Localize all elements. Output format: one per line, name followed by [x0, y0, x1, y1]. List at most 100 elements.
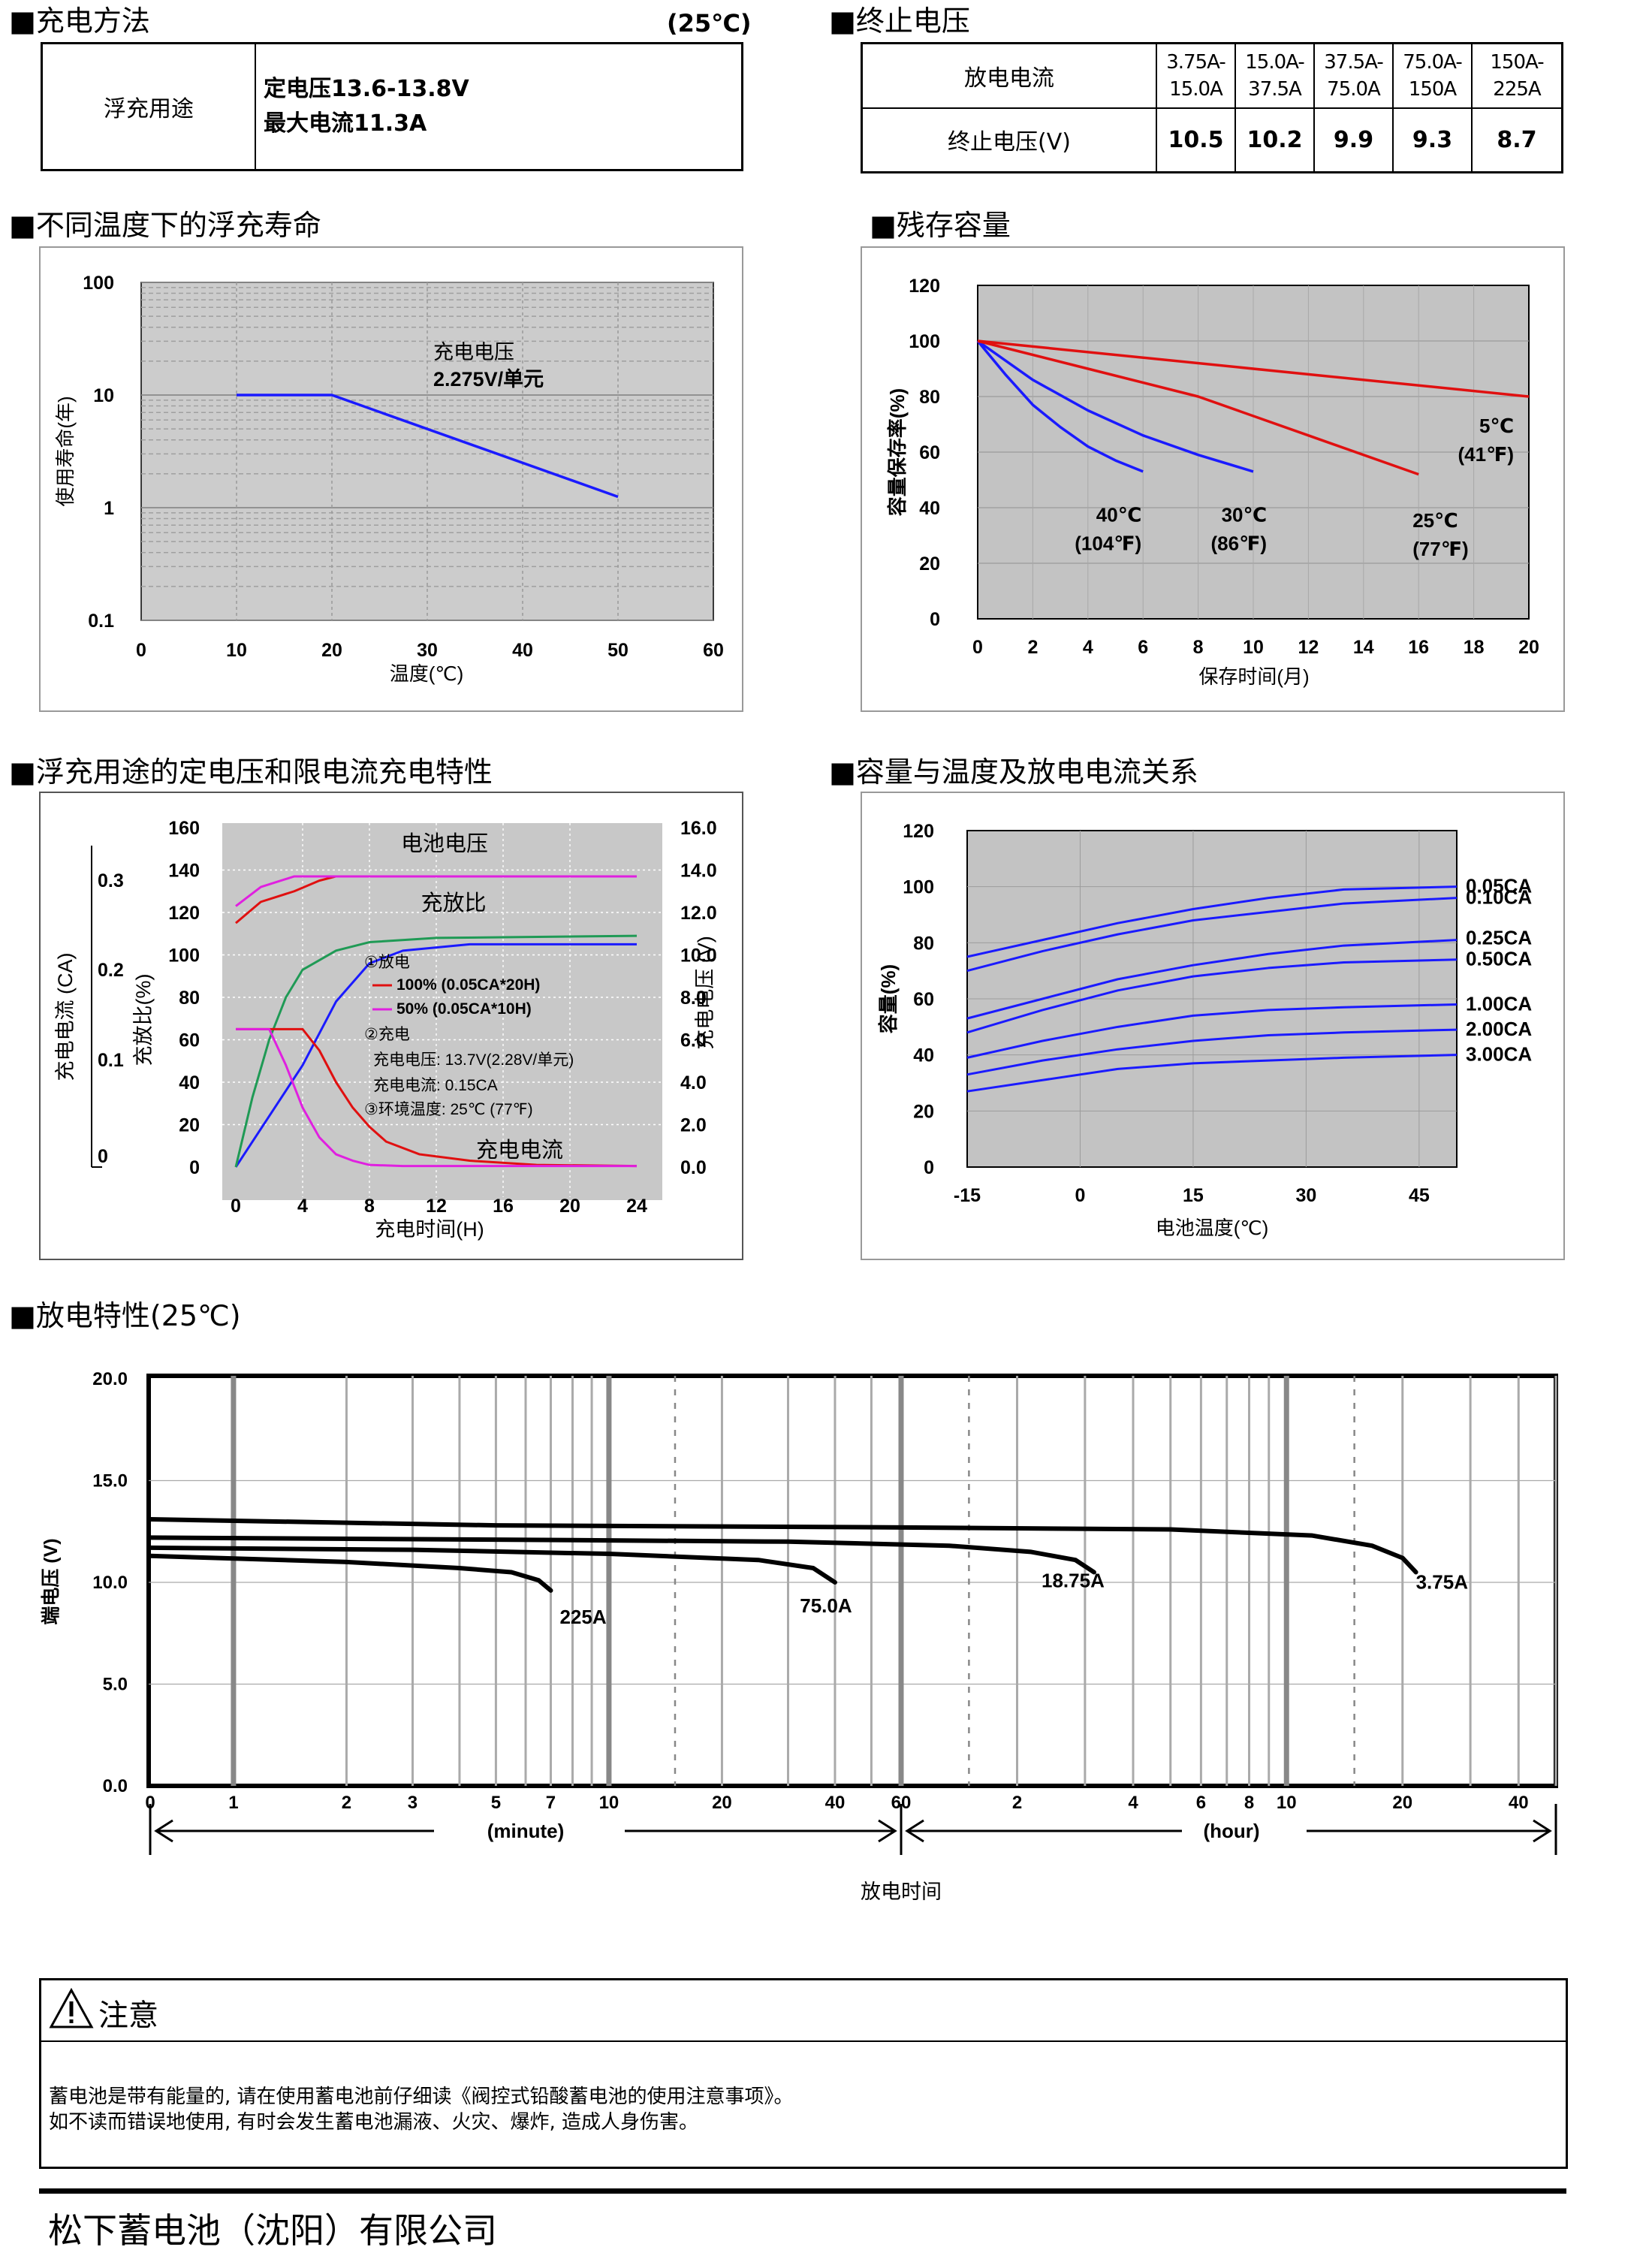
y-tick-label: 60: [919, 442, 940, 463]
capacity-series-line: [966, 939, 1458, 1020]
x-tick-label: 40: [512, 640, 533, 661]
y-tick-label-voltage: 16.0: [680, 818, 717, 839]
res-xlabel: 保存时间(月): [1198, 665, 1309, 688]
end-voltage-value: 9.9: [1313, 107, 1394, 173]
chg-ylabel-ca: 充电电流 (CA): [54, 953, 77, 1081]
capacity-series-line: [966, 1003, 1458, 1059]
series-label: 18.75A: [1042, 1569, 1105, 1591]
y-tick-label: 40: [919, 498, 940, 519]
series-label: (86℉): [1211, 532, 1267, 555]
x-tick-label: 14: [1353, 637, 1374, 658]
x-tick-label: 10: [1243, 637, 1264, 658]
residual-title: ■残存容量: [870, 209, 1011, 242]
x-tick-label: 0: [136, 640, 146, 661]
capacity-series-line: [966, 897, 1458, 973]
x-tick-label: 2: [1012, 1793, 1022, 1813]
x-tick-label: 8: [1244, 1793, 1254, 1813]
series-label: 5℃: [1479, 415, 1514, 437]
residual-chart: 0 2 4 6 8 10 12 14 16 18 20 120 100 80 60 40 20 0 40℃ (104…: [886, 276, 1539, 688]
discharge-series-line: [148, 1553, 553, 1593]
y-tick-label: 0: [924, 1157, 934, 1178]
series-label: 0.50CA: [1466, 948, 1532, 970]
series-label: (77℉): [1412, 538, 1468, 560]
chg-ylabel-v: 充电电压 (V): [694, 936, 716, 1050]
x-tick-label: 16: [493, 1196, 514, 1217]
y-tick-label-voltage: 10.0: [680, 946, 717, 967]
legend-100: 100% (0.05CA*20H): [396, 976, 540, 994]
y-tick-label: 0.1: [88, 611, 114, 632]
x-tick-label: 60: [703, 640, 724, 661]
y-tick-label: 20: [913, 1101, 934, 1122]
company-name: 松下蓄电池（沈阳）有限公司: [48, 2210, 497, 2251]
x-tick-label: 40: [1509, 1793, 1529, 1813]
end-voltage-title: ■终止电压: [829, 5, 970, 38]
life-ylabel: 使用寿命(年): [54, 396, 77, 506]
residual-series-line: [976, 339, 1254, 473]
discharge-chart: 0 1 2 3 5 7 10 20 40 60 2 4 6 8 10 20 4020.015.010.05.00…: [41, 1369, 1558, 1903]
y-tick-label: 100: [903, 877, 934, 898]
x-tick-label: 4: [1083, 637, 1093, 658]
series-label: 0.05CA: [1466, 875, 1532, 897]
series-label: 30℃: [1222, 504, 1267, 526]
x-tick-label: 20: [559, 1196, 580, 1217]
hour-label: (hour): [1203, 1820, 1259, 1842]
series-label: 3.75A: [1416, 1570, 1469, 1593]
x-tick-label: 24: [626, 1196, 647, 1217]
y-tick-label: 10.0: [92, 1573, 128, 1593]
x-tick-label: 20: [1392, 1793, 1412, 1813]
capacity-series-line: [966, 1028, 1458, 1076]
end-voltage-value: 8.7: [1471, 107, 1563, 173]
y-tick-label: 0: [930, 609, 940, 630]
y-tick-label-voltage: 2.0: [680, 1115, 707, 1136]
plot-area: [146, 1374, 1558, 1788]
end-voltage-value: 10.5: [1156, 107, 1236, 173]
x-tick-label: 10: [599, 1793, 620, 1813]
series-label: 2.00CA: [1466, 1018, 1532, 1040]
y-tick-label-voltage: 8.0: [680, 988, 707, 1009]
x-tick-label: 8: [364, 1196, 375, 1217]
x-tick-label: 30: [1295, 1185, 1316, 1206]
y-tick-label: 100: [83, 273, 114, 294]
legend-discharge: ①放电: [364, 954, 410, 971]
series-label: 0.25CA: [1466, 927, 1532, 949]
label-charge-ratio: 充放比: [421, 891, 486, 915]
y-tick-label-voltage: 14.0: [680, 861, 717, 882]
charge-char-chart: 0 4 8 12 16 20 24 160 140 120 100 80 60 40 20 0 16.0 14.0…: [54, 818, 717, 1241]
discharge-series-line: [148, 1545, 837, 1585]
notice-title: 注意: [98, 1998, 158, 2033]
life-annotation-1: 充电电压: [433, 341, 514, 363]
series-label: 75.0A: [800, 1594, 852, 1617]
y-tick-label: 120: [903, 821, 934, 842]
y-tick-label: 120: [168, 903, 200, 924]
legend-charge-current: 充电电流: 0.15CA: [373, 1077, 498, 1094]
x-tick-label: 3: [408, 1793, 418, 1813]
y-tick-label: 60: [179, 1030, 200, 1051]
x-tick-label: 12: [1298, 637, 1319, 658]
charge-series-line: [234, 934, 638, 1168]
y-tick-label: 60: [913, 989, 934, 1010]
cap-xlabel: 电池温度(℃): [1156, 1217, 1269, 1239]
x-tick-label: 12: [426, 1196, 447, 1217]
discharge-series-line: [148, 1516, 1418, 1575]
charge-method-title: ■充电方法: [9, 5, 150, 38]
end-voltage-label: 终止电压(V): [861, 107, 1157, 173]
notice-box: 注意 蓄电池是带有能量的, 请在使用蓄电池前仔细读《阀控式铅酸蓄电池的使用注意事…: [39, 1978, 1568, 2169]
life-annotation-2: 2.275V/单元: [433, 368, 544, 391]
x-tick-label: 0: [1075, 1185, 1086, 1206]
y-tick-label-ca: 0.2: [98, 960, 124, 981]
x-tick-label: 15: [1183, 1185, 1204, 1206]
x-tick-label: 20: [712, 1793, 732, 1813]
y-tick-label-voltage: 12.0: [680, 903, 717, 924]
x-tick-label: 4: [297, 1196, 308, 1217]
chg-xlabel: 充电时间(H): [375, 1218, 484, 1241]
y-tick-label: 20: [179, 1115, 200, 1136]
x-tick-label: 8: [1193, 637, 1204, 658]
x-tick-label: 2: [342, 1793, 351, 1813]
series-label: (41℉): [1458, 443, 1514, 466]
charge-method-condition: (25℃): [667, 9, 752, 38]
y-tick-label: 100: [168, 946, 200, 967]
end-voltage-value: 9.3: [1392, 107, 1473, 173]
warning-icon: [49, 1988, 94, 2028]
current-range-cell: 150A- 225A: [1471, 42, 1563, 109]
charge-series-line: [235, 875, 637, 907]
